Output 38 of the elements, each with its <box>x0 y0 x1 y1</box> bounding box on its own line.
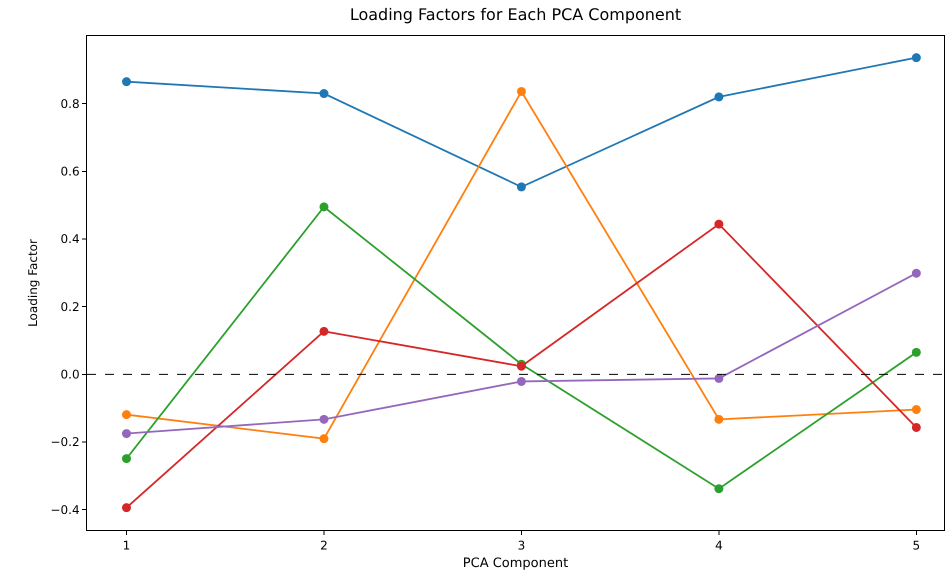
point <box>912 422 921 432</box>
x-axis-title: PCA Component <box>462 556 568 571</box>
chart-title: Loading Factors for Each PCA Component <box>350 4 682 24</box>
y-tick-label: 0.4 <box>60 232 80 246</box>
point <box>122 454 131 464</box>
x-tick-label: 5 <box>912 538 920 552</box>
point <box>912 53 921 62</box>
point <box>714 92 724 102</box>
point <box>319 89 328 98</box>
x-tick-label: 1 <box>122 538 130 552</box>
point <box>122 410 131 420</box>
point <box>122 77 131 86</box>
x-tick-label: 4 <box>715 538 723 552</box>
point <box>516 86 526 96</box>
point <box>516 376 526 386</box>
point <box>912 405 921 414</box>
y-tick-label: −0.4 <box>50 502 80 517</box>
y-tick-label: 0.2 <box>60 300 80 314</box>
point <box>912 348 921 357</box>
y-tick-label: 0.6 <box>60 164 80 179</box>
y-tick-label: −0.2 <box>50 435 80 450</box>
point <box>319 326 328 336</box>
point <box>122 503 131 512</box>
y-tick-label: 0.8 <box>60 96 80 111</box>
y-axis-title: Loading Factor <box>26 238 40 327</box>
point <box>912 268 921 278</box>
point <box>714 414 724 424</box>
point <box>319 434 328 444</box>
point <box>122 429 131 438</box>
point <box>516 182 526 192</box>
point <box>714 484 724 494</box>
point <box>714 220 724 229</box>
point <box>319 202 328 212</box>
point <box>714 374 724 383</box>
x-tick-label: 3 <box>518 538 526 552</box>
x-tick-label: 2 <box>320 538 328 552</box>
y-tick-label: 0.0 <box>60 368 80 382</box>
point <box>319 414 328 424</box>
